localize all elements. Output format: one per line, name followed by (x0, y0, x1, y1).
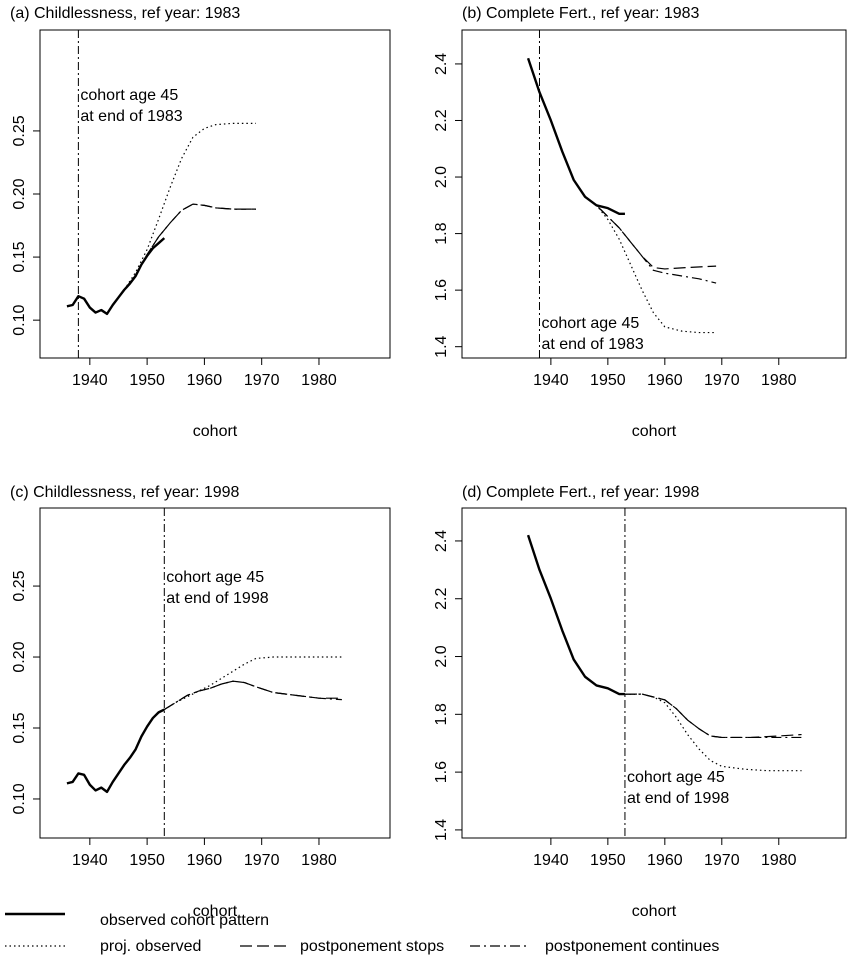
x-tick-label: 1970 (704, 852, 740, 869)
series-line (624, 693, 802, 739)
x-axis-label: cohort (193, 423, 238, 440)
series-line (526, 57, 625, 215)
chart-title: (a) Childlessness, ref year: 1983 (10, 5, 240, 22)
annotation: at end of 1983 (541, 336, 643, 353)
chart-title: (c) Childlessness, ref year: 1998 (10, 484, 240, 501)
legend-label: postponement continues (545, 938, 719, 955)
series-line (163, 656, 342, 711)
y-tick-label: 0.25 (11, 115, 28, 146)
series-line (526, 534, 625, 696)
y-tick-label: 2.4 (433, 530, 450, 552)
y-tick-label: 0.15 (11, 241, 28, 272)
y-tick-label: 0.20 (11, 641, 28, 672)
plot-box (461, 507, 847, 839)
y-tick-label: 2.0 (433, 166, 450, 188)
x-tick-label: 1950 (129, 372, 165, 389)
y-tick-label: 0.20 (11, 178, 28, 209)
annotation: cohort age 45 (541, 315, 639, 332)
legend-label: proj. observed (100, 938, 201, 955)
x-tick-label: 1940 (533, 852, 569, 869)
series-line (66, 237, 166, 316)
y-tick-label: 1.4 (433, 819, 450, 841)
x-tick-label: 1980 (301, 852, 337, 869)
chart-title: (d) Complete Fert., ref year: 1998 (462, 484, 700, 501)
annotation: at end of 1998 (166, 590, 268, 607)
annotation: at end of 1983 (80, 108, 182, 125)
y-tick-label: 0.15 (11, 712, 28, 743)
annotation: cohort age 45 (627, 769, 725, 786)
y-tick-label: 2.2 (433, 588, 450, 610)
y-tick-label: 0.25 (11, 570, 28, 601)
y-tick-label: 2.2 (433, 109, 450, 131)
y-tick-label: 0.10 (11, 783, 28, 814)
x-tick-label: 1970 (704, 372, 740, 389)
series-line (123, 203, 256, 291)
x-tick-label: 1960 (647, 852, 683, 869)
x-tick-label: 1940 (533, 372, 569, 389)
series-line (624, 693, 802, 772)
series-line (163, 680, 342, 711)
plot-box (39, 507, 391, 839)
series-line (123, 203, 256, 291)
annotation: cohort age 45 (80, 87, 178, 104)
x-tick-label: 1960 (647, 372, 683, 389)
y-tick-label: 1.4 (433, 335, 450, 357)
y-tick-label: 1.6 (433, 761, 450, 783)
series-line (584, 196, 717, 284)
x-tick-label: 1960 (187, 852, 223, 869)
legend-label: observed cohort pattern (100, 912, 269, 929)
x-tick-label: 1980 (761, 852, 797, 869)
x-axis-label: cohort (632, 423, 677, 440)
x-tick-label: 1980 (301, 372, 337, 389)
series-line (66, 708, 165, 794)
x-tick-label: 1970 (244, 852, 280, 869)
x-tick-label: 1980 (761, 372, 797, 389)
legend-label: postponement stops (300, 938, 444, 955)
x-tick-label: 1940 (72, 372, 108, 389)
x-axis-label: cohort (193, 903, 238, 920)
plot-box (461, 29, 847, 359)
y-tick-label: 1.8 (433, 222, 450, 244)
x-tick-label: 1950 (590, 372, 626, 389)
annotation: at end of 1998 (627, 790, 729, 807)
annotation: cohort age 45 (166, 569, 264, 586)
x-tick-label: 1940 (72, 852, 108, 869)
x-tick-label: 1960 (187, 372, 223, 389)
series-line (624, 693, 802, 739)
y-tick-label: 2.4 (433, 53, 450, 75)
x-axis-label: cohort (632, 903, 677, 920)
y-tick-label: 0.10 (11, 304, 28, 335)
x-tick-label: 1970 (244, 372, 280, 389)
y-tick-label: 1.6 (433, 279, 450, 301)
y-tick-label: 2.0 (433, 645, 450, 667)
series-line (123, 122, 256, 291)
chart-title: (b) Complete Fert., ref year: 1983 (462, 5, 700, 22)
x-tick-label: 1950 (590, 852, 626, 869)
x-tick-label: 1950 (129, 852, 165, 869)
y-tick-label: 1.8 (433, 703, 450, 725)
